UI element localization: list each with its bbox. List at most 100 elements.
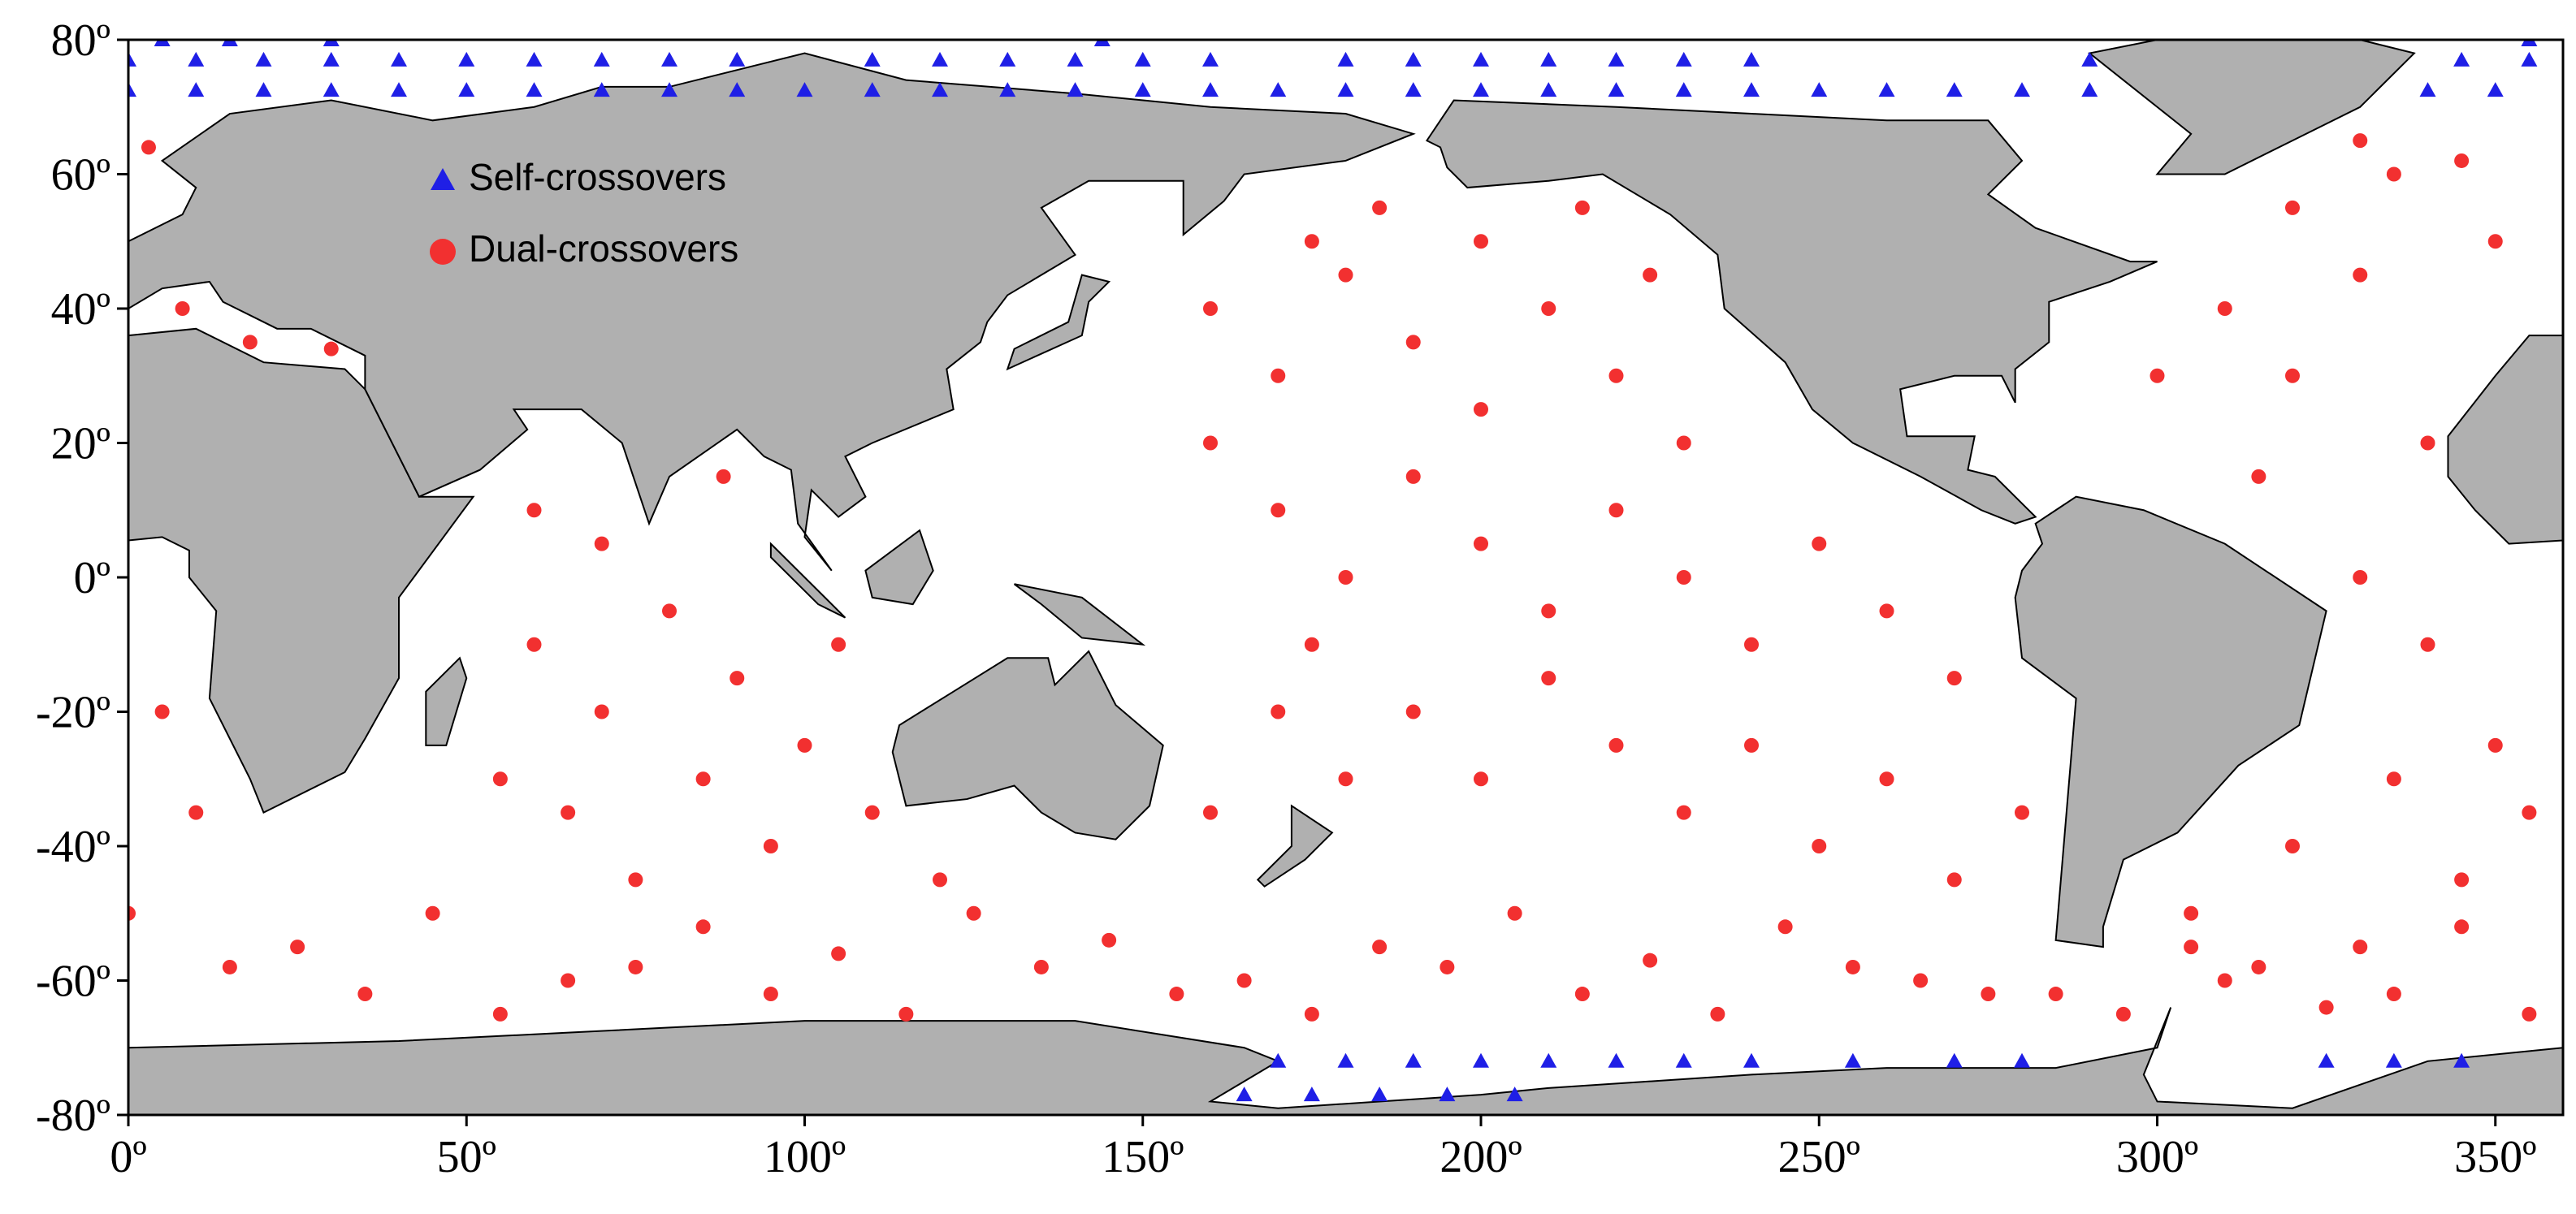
data-point	[2048, 987, 2063, 1002]
data-point	[2015, 805, 2029, 820]
data-point	[1845, 959, 1860, 974]
data-point	[255, 51, 272, 67]
data-point	[594, 704, 609, 719]
data-point	[323, 341, 339, 356]
data-point	[1270, 82, 1287, 97]
data-point	[175, 301, 190, 316]
data-point	[2353, 133, 2368, 149]
y-tick-label: -60º	[36, 957, 110, 1007]
data-point	[391, 51, 407, 67]
x-tick-label: 300º	[2116, 1132, 2198, 1182]
data-point	[1608, 1052, 1625, 1068]
data-point	[593, 51, 610, 67]
data-point	[932, 82, 948, 97]
y-tick-label: 0º	[74, 553, 110, 603]
legend: Self-crossovers Dual-crossovers	[430, 156, 738, 270]
data-point	[1338, 570, 1353, 585]
data-point	[1202, 51, 1219, 67]
new-guinea	[1015, 584, 1143, 644]
data-point	[2454, 872, 2470, 888]
data-point	[492, 1006, 508, 1022]
data-point	[1643, 267, 1658, 283]
data-point	[1270, 1052, 1287, 1068]
data-point	[2184, 905, 2199, 921]
data-point	[128, 82, 136, 97]
data-point	[898, 1006, 914, 1022]
japan	[1007, 275, 1109, 369]
data-point	[1405, 82, 1422, 97]
data-point	[2420, 435, 2435, 451]
data-point	[1608, 368, 1624, 383]
data-point	[1676, 570, 1691, 585]
data-point	[2184, 940, 2199, 955]
data-point	[1169, 987, 1184, 1002]
x-tick-label: 350º	[2454, 1132, 2536, 1182]
data-point	[1033, 959, 1049, 974]
data-point	[1541, 671, 1556, 686]
data-point	[2386, 987, 2401, 1002]
legend-marker	[430, 239, 456, 265]
data-point	[1304, 1006, 1319, 1022]
data-point	[628, 872, 643, 888]
data-point	[2353, 267, 2368, 283]
data-point	[695, 919, 711, 935]
data-point	[933, 872, 947, 888]
data-point	[2420, 637, 2435, 652]
x-tick-label: 0º	[110, 1132, 146, 1182]
data-point	[1067, 51, 1084, 67]
data-point	[1338, 267, 1353, 283]
data-point	[526, 51, 543, 67]
data-point	[1372, 940, 1388, 955]
data-point	[2081, 51, 2098, 67]
data-point	[188, 805, 204, 820]
data-point	[1236, 1087, 1253, 1102]
africa	[128, 329, 474, 813]
data-point	[1744, 637, 1759, 652]
data-point	[2419, 82, 2436, 97]
sumatra	[771, 544, 846, 618]
data-point	[1981, 987, 1996, 1002]
data-point	[1405, 469, 1421, 484]
data-point	[2285, 200, 2300, 215]
data-point	[1507, 905, 1522, 921]
data-point	[1405, 1052, 1422, 1068]
data-point	[526, 82, 543, 97]
data-point	[695, 771, 711, 787]
data-point	[290, 940, 305, 955]
land	[128, 40, 2563, 1115]
south-america	[2015, 497, 2327, 947]
data-point	[526, 637, 542, 652]
data-point	[154, 40, 171, 46]
data-point	[128, 51, 136, 67]
data-point	[1541, 301, 1556, 316]
data-point	[2318, 1052, 2335, 1068]
data-point	[1271, 368, 1286, 383]
data-point	[594, 536, 609, 551]
data-point	[492, 771, 508, 787]
data-point	[1474, 402, 1488, 417]
data-point	[2385, 1052, 2402, 1068]
data-point	[999, 82, 1016, 97]
data-point	[628, 959, 643, 974]
data-point	[526, 503, 542, 518]
data-point	[1608, 82, 1625, 97]
data-point	[1777, 919, 1793, 935]
data-point	[1236, 973, 1252, 988]
data-point	[2521, 40, 2538, 46]
data-point	[1371, 1087, 1388, 1102]
data-point	[458, 82, 475, 97]
data-point	[1675, 82, 1692, 97]
data-point	[1913, 973, 1929, 988]
data-point	[831, 637, 846, 652]
data-point	[1844, 1052, 1861, 1068]
data-point	[2217, 973, 2232, 988]
data-point	[2521, 51, 2538, 67]
data-point	[797, 737, 812, 753]
data-point	[864, 51, 881, 67]
x-tick-label: 150º	[1102, 1132, 1184, 1182]
data-point	[1202, 82, 1219, 97]
data-point	[1474, 536, 1488, 551]
data-point	[1946, 1052, 1963, 1068]
data-point	[2487, 234, 2503, 249]
data-point	[729, 51, 746, 67]
